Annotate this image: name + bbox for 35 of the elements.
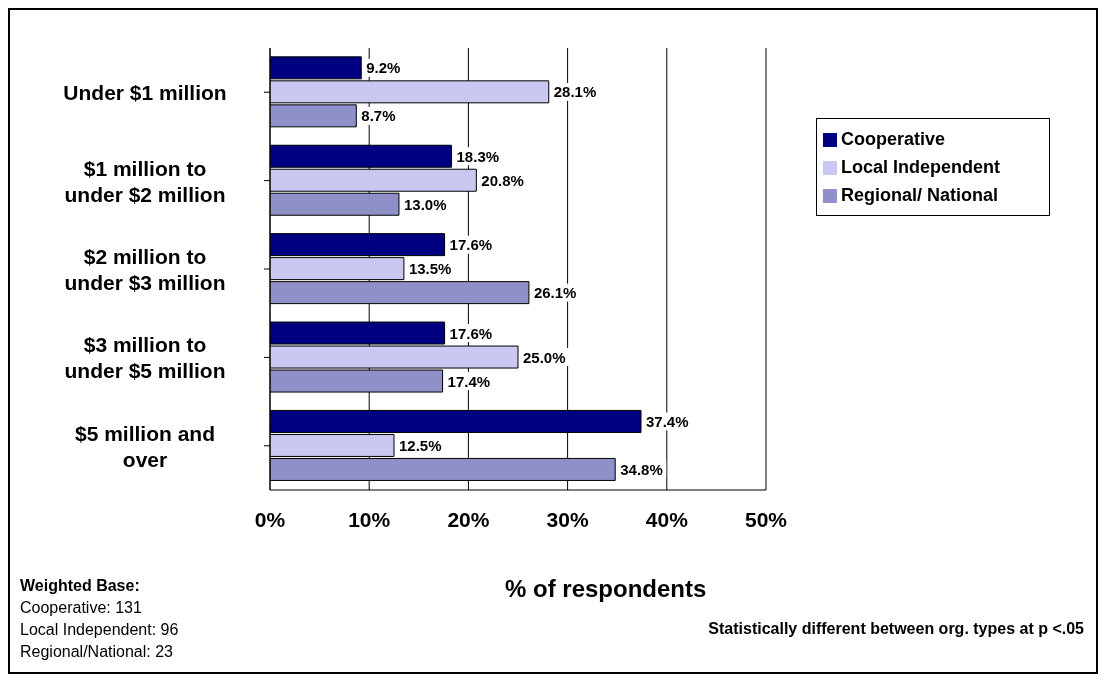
x-tick-label: 30% <box>546 507 589 531</box>
text: Regional/National: 23 <box>20 642 174 662</box>
data-label: 8.7% <box>361 107 396 125</box>
data-label: 18.3% <box>456 147 500 165</box>
data-label: 13.0% <box>403 195 447 213</box>
legend-label: Local Independent <box>841 157 1001 177</box>
text: Local Independent: 96 <box>20 620 179 640</box>
y-tick-label: $1 million to under $2 million <box>64 156 226 206</box>
data-label: 17.6% <box>449 236 493 254</box>
y-tick-label: Under $1 million <box>63 80 227 104</box>
data-label: 13.5% <box>408 260 452 278</box>
text: Cooperative: 131 <box>20 598 143 618</box>
data-label: 17.4% <box>447 372 491 390</box>
x-tick-label: 10% <box>348 507 391 531</box>
legend-label: Cooperative <box>841 129 946 149</box>
data-label: 9.2% <box>366 59 401 77</box>
data-label: 26.1% <box>533 284 577 302</box>
data-label: 37.4% <box>646 412 689 430</box>
x-tick-label: 50% <box>744 507 788 531</box>
data-label: 17.6% <box>449 324 493 342</box>
text: Weighted Base: <box>20 576 141 596</box>
y-tick-label: $2 million to under $3 million <box>64 244 226 294</box>
x-axis-title: % of respondents <box>505 575 707 603</box>
y-tick-label: $5 million and over <box>74 421 216 471</box>
x-tick-label: 20% <box>447 507 490 531</box>
legend-label: Regional/ National <box>841 185 999 205</box>
data-label: 28.1% <box>553 83 597 101</box>
text: Statistically different between org. types at p <.05 <box>708 620 1084 638</box>
y-tick-label: $3 million to under $5 million <box>64 332 226 382</box>
data-label: 20.8% <box>481 171 524 189</box>
x-tick-label: 0% <box>254 507 286 531</box>
x-tick-label: 40% <box>645 507 689 531</box>
data-label: 12.5% <box>399 436 442 454</box>
data-label: 34.8% <box>620 460 663 478</box>
data-label: 25.0% <box>523 348 566 366</box>
